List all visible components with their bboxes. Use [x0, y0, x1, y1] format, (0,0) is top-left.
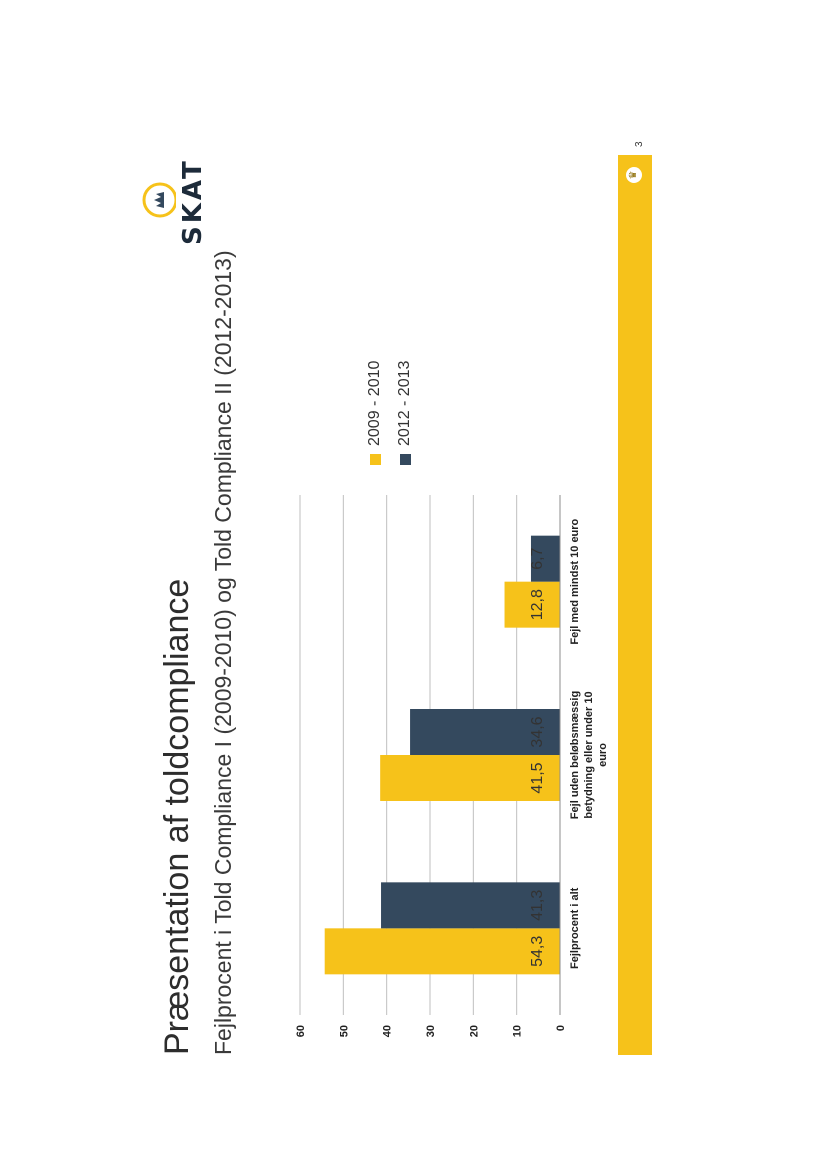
x-category-label-1: Fejl uden beløbsmæssig betydning eller un…: [569, 691, 609, 819]
legend-item-2009-2010: 2009 - 2010: [360, 361, 390, 465]
legend-swatch-2012-2013: [399, 454, 411, 465]
footer-crown-icon: ♛: [626, 167, 642, 183]
y-tick-label-50: 50: [338, 1025, 350, 1037]
data-label-2-0: 12,8: [529, 589, 546, 620]
slide: Præsentation af toldcompliance Fejlproce…: [142, 125, 710, 1055]
data-label-0-1: 41,3: [529, 890, 546, 921]
crown-emblem-icon: [142, 182, 176, 218]
data-label-1-1: 34,6: [529, 716, 546, 747]
data-label-1-0: 41,5: [529, 762, 546, 793]
bar-2-1: [530, 535, 561, 582]
x-category-label-2: Fejl med mindst 10 euro: [569, 518, 581, 644]
skat-logo: SKAT: [142, 135, 230, 275]
legend-label-2009-2010: 2009 - 2010: [366, 360, 383, 446]
page-number: 3: [634, 141, 645, 147]
data-label-2-1: 6,7: [529, 547, 546, 569]
bar-1-1: [410, 709, 561, 755]
brand-wordmark: SKAT: [178, 158, 208, 245]
bar-chart: 0 10 20 30 40 50 60 54,3 41,3 Fejlprocent i alt 41…: [295, 495, 609, 1037]
x-category-label-0: Fejlprocent i alt: [569, 887, 581, 969]
bar-0-1: [381, 882, 560, 929]
x-category-label-line: Fejl med mindst 10 euro: [569, 518, 581, 644]
y-tick-label-60: 60: [295, 1025, 307, 1037]
bar-0-0: [324, 928, 560, 975]
y-tick-label-20: 20: [468, 1025, 480, 1037]
legend-swatch-2009-2010: [369, 454, 381, 465]
legend-label-2012-2013: 2012 - 2013: [396, 360, 413, 446]
bar-1-0: [380, 755, 560, 801]
x-category-label-line: Fejlprocent i alt: [569, 887, 581, 969]
chart-legend: 2009 - 2010 2012 - 2013: [360, 361, 420, 465]
legend-item-2012-2013: 2012 - 2013: [390, 361, 420, 465]
footer-bar: ♛: [618, 155, 652, 1055]
x-category-label-line: euro: [597, 743, 609, 767]
y-tick-label-40: 40: [382, 1025, 394, 1037]
x-category-label-line: Fejl uden beløbsmæssig: [569, 691, 581, 819]
x-category-label-line: betydning eller under 10: [583, 691, 595, 818]
y-tick-label-30: 30: [425, 1025, 437, 1037]
y-tick-label-0: 0: [555, 1025, 567, 1031]
bar-2-0: [504, 581, 560, 628]
data-label-0-0: 54,3: [529, 936, 546, 967]
y-tick-label-10: 10: [512, 1025, 524, 1037]
